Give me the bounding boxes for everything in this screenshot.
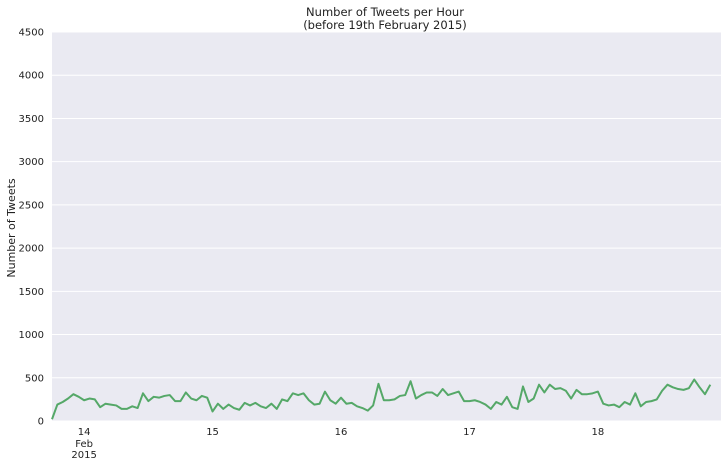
y-tick-label: 1500 xyxy=(19,287,44,298)
y-tick-label: 4500 xyxy=(19,28,44,39)
series-layer xyxy=(51,378,712,420)
x-tick-sublabel: Feb xyxy=(75,439,93,450)
y-axis-label: Number of Tweets xyxy=(5,178,18,278)
y-tick-label: 0 xyxy=(38,417,44,428)
tweets-series-line xyxy=(51,378,712,420)
y-tick-label: 2000 xyxy=(19,244,44,255)
x-tick-label: 15 xyxy=(206,427,219,438)
chart-title: Number of Tweets per Hour xyxy=(306,5,464,19)
grid-lines xyxy=(52,31,721,422)
y-tick-label: 3000 xyxy=(19,157,44,168)
plot-area xyxy=(52,32,721,421)
x-tick-label: 17 xyxy=(463,427,476,438)
y-tick-label: 500 xyxy=(25,373,44,384)
y-tick-label: 1000 xyxy=(19,330,44,341)
y-tick-label: 2500 xyxy=(19,200,44,211)
x-tick-label: 16 xyxy=(335,427,348,438)
x-tick-label: 18 xyxy=(592,427,605,438)
x-tick-sublabel: 2015 xyxy=(71,450,96,461)
y-axis-ticks: 0 500 1000 1500 2000 2500 3000 3500 4000 4500 xyxy=(19,28,44,428)
chart-subtitle: (before 19th February 2015) xyxy=(303,18,467,32)
x-tick-label: 14 xyxy=(78,427,91,438)
y-tick-label: 3500 xyxy=(19,114,44,125)
y-tick-label: 4000 xyxy=(19,71,44,82)
